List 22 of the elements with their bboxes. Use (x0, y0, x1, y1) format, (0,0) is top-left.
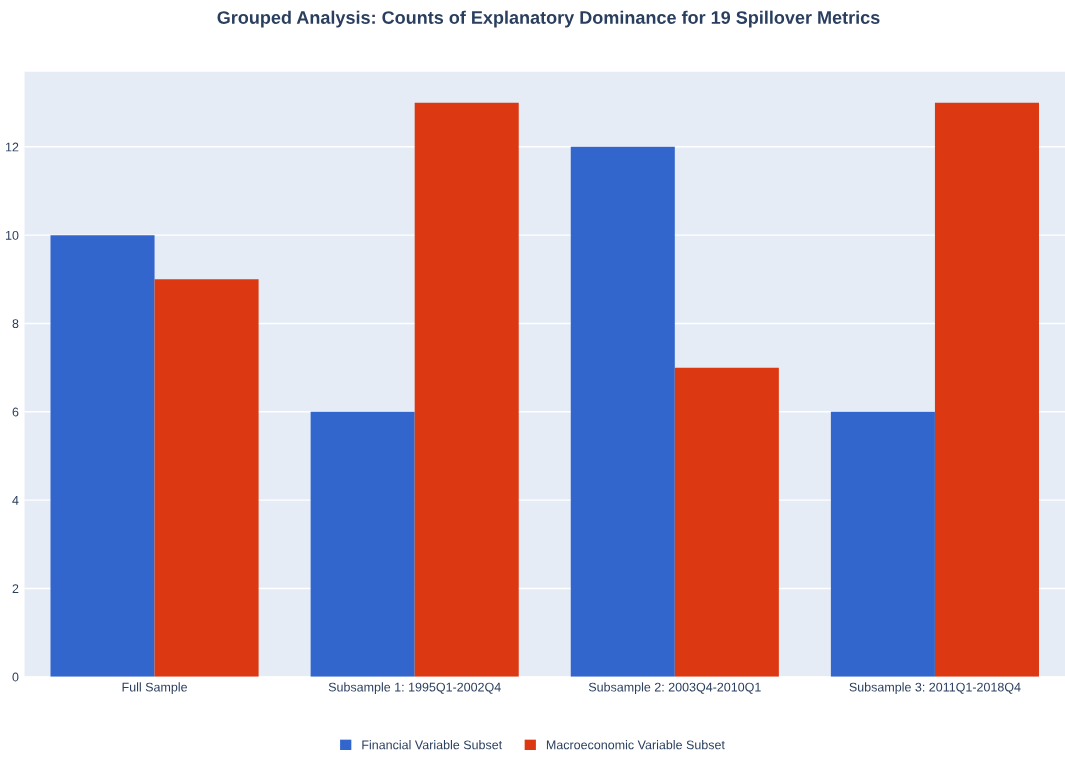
legend-label: Financial Variable Subset (362, 740, 503, 750)
bar (50, 235, 155, 677)
bar (414, 102, 519, 677)
bar (934, 102, 1039, 677)
bar (154, 279, 259, 677)
bar (830, 411, 935, 677)
y-tick-label: 10 (5, 230, 19, 240)
y-tick-label: 12 (5, 142, 19, 152)
x-tick-label: Subsample 2: 2003Q4-2010Q1 (588, 682, 761, 694)
y-tick-label: 8 (12, 319, 19, 329)
y-tick-label: 0 (12, 672, 19, 682)
legend-label: Macroeconomic Variable Subset (546, 740, 725, 750)
y-tick-label: 2 (12, 584, 19, 593)
x-tick-label: Full Sample (122, 682, 187, 694)
x-tick-label: Subsample 1: 1995Q1-2002Q4 (328, 682, 501, 694)
x-tick-label: Subsample 3: 2011Q1-2018Q4 (849, 682, 1021, 694)
bar (674, 367, 779, 677)
chart-title: Grouped Analysis: Counts of Explanatory Dominance for 19 Spillover Metrics (217, 10, 880, 28)
y-tick-label: 6 (12, 407, 19, 417)
bar (310, 411, 415, 677)
y-tick-label: 4 (12, 496, 19, 505)
bar (570, 146, 675, 677)
